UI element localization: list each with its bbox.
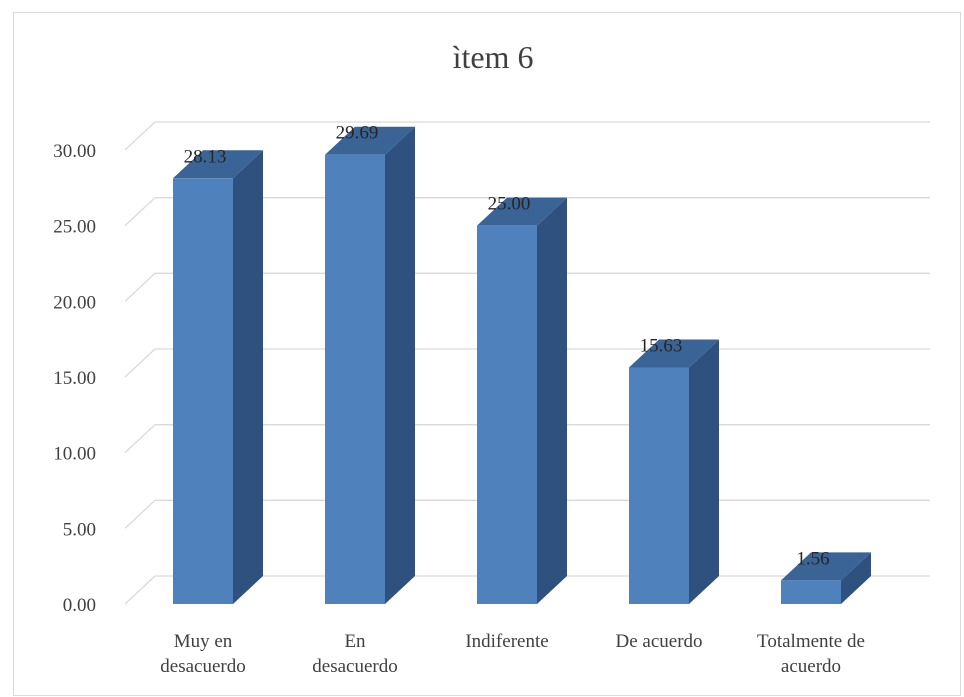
bar-top [173,150,263,179]
bar-side [385,126,415,604]
bar-top [477,197,567,226]
bar [781,552,871,604]
gridline-depth [124,499,156,529]
bar-front [325,154,385,604]
bar-front [629,367,689,604]
bar-top [781,552,871,581]
bar [325,126,415,604]
bar-front [173,178,233,605]
x-axis: Muy en desacuerdo En desacuerdo Indiferente D… [160,631,865,677]
bar-side [689,339,719,604]
gridline-depth [124,121,156,151]
data-label: 15.63 [640,335,683,356]
x-tick-label: Indiferente [465,631,548,652]
data-label: 25.00 [488,194,531,215]
y-tick-label: 10.00 [53,444,96,465]
data-label: 29.69 [336,123,379,144]
data-label: 1.56 [796,548,829,569]
y-axis: 0.00 5.00 10.00 15.00 20.00 25.00 30.00 [53,141,96,616]
y-tick-label: 20.00 [53,292,96,313]
gridline-depth [124,272,156,302]
bar-side [537,197,567,604]
y-tick-label: 30.00 [53,141,96,162]
bar-front [781,580,841,604]
bar [629,339,719,604]
chart-title: ìtem 6 [453,39,534,75]
bars [173,126,871,605]
y-tick-label: 5.00 [63,519,96,540]
bar [477,197,567,604]
data-label: 28.13 [184,146,227,167]
y-tick-label: 25.00 [53,217,96,238]
bar-side [233,150,263,605]
bar-top [629,339,719,368]
gridline-depth [124,575,156,605]
gridline-depth [124,424,156,454]
bar-side [841,552,871,604]
gridline-depth [124,197,156,227]
y-tick-label: 15.00 [53,368,96,389]
x-tick-label: En desacuerdo [312,631,397,677]
bar-top [325,126,415,155]
x-tick-label: De acuerdo [615,631,702,652]
bar-front [477,225,537,604]
y-tick-label: 0.00 [63,595,96,616]
x-tick-label: Muy en desacuerdo [160,631,245,677]
gridline-depth [124,348,156,378]
bar [173,150,263,605]
data-labels: 28.13 29.69 25.00 15.63 1.56 [184,123,830,570]
x-tick-label: Totalmente de acuerdo [757,631,865,677]
